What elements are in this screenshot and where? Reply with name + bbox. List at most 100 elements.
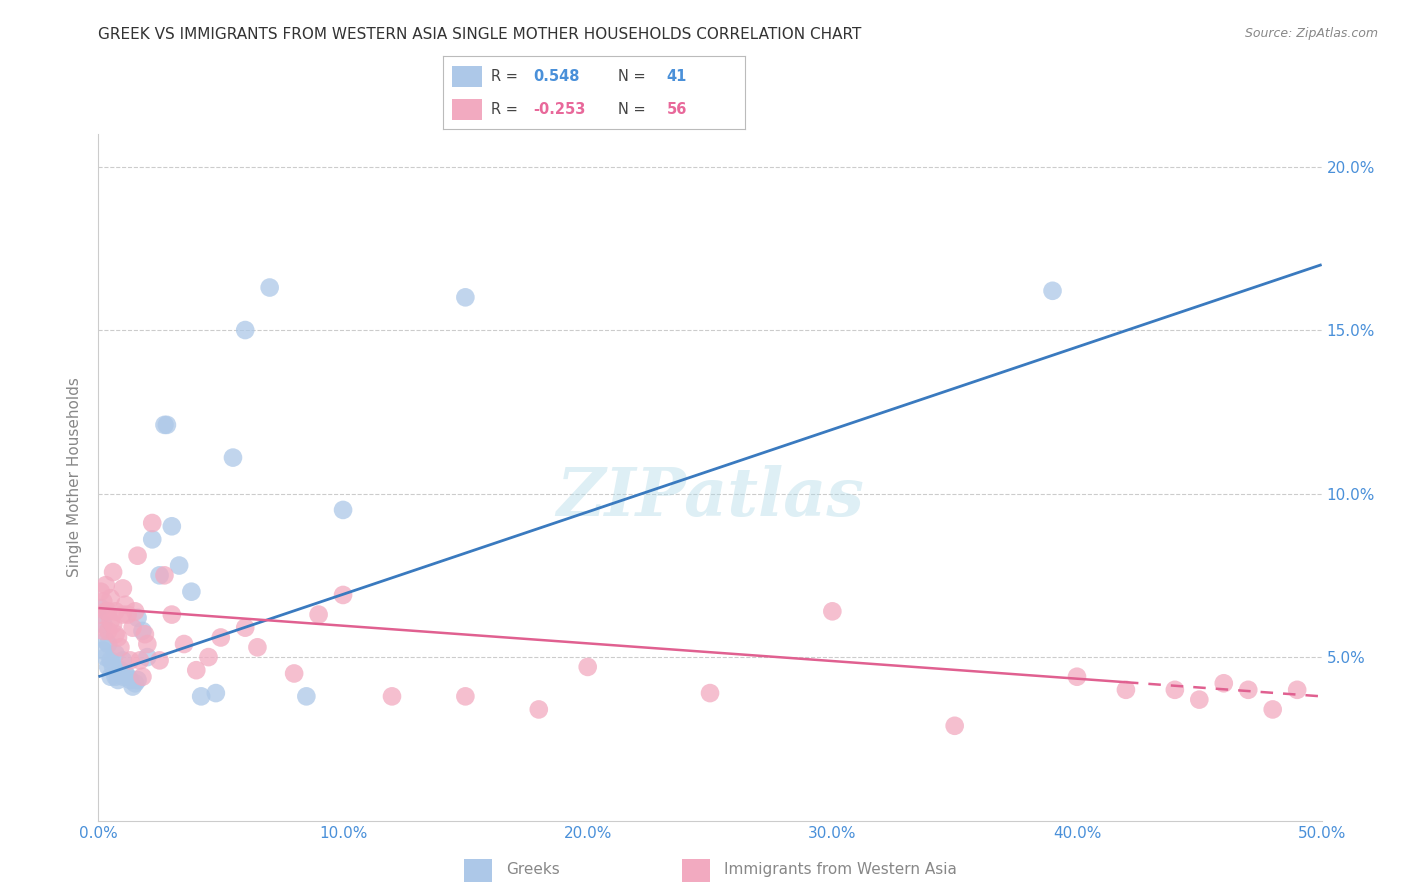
Point bbox=[111, 670, 134, 684]
Point bbox=[190, 690, 212, 704]
Point bbox=[104, 627, 127, 641]
Point bbox=[527, 702, 550, 716]
Point bbox=[1261, 702, 1284, 716]
Point bbox=[821, 604, 844, 618]
Point bbox=[295, 690, 318, 704]
Text: Greeks: Greeks bbox=[506, 863, 560, 877]
Point bbox=[110, 663, 132, 677]
Point bbox=[101, 565, 124, 579]
Point bbox=[127, 549, 149, 563]
Point bbox=[454, 690, 477, 704]
Text: Source: ZipAtlas.com: Source: ZipAtlas.com bbox=[1244, 27, 1378, 40]
Point bbox=[233, 621, 256, 635]
Point bbox=[167, 558, 190, 573]
Point bbox=[173, 637, 195, 651]
Point bbox=[180, 584, 202, 599]
Point bbox=[233, 323, 256, 337]
Point bbox=[209, 631, 232, 645]
Text: N =: N = bbox=[619, 102, 645, 117]
Point bbox=[117, 607, 139, 622]
Point bbox=[141, 533, 163, 547]
Text: R =: R = bbox=[491, 70, 519, 84]
Point bbox=[100, 653, 122, 667]
Point bbox=[111, 607, 134, 622]
Point bbox=[308, 607, 330, 622]
Point bbox=[94, 604, 117, 618]
Point bbox=[91, 624, 114, 638]
Point bbox=[104, 604, 127, 618]
Point bbox=[259, 280, 281, 294]
Point bbox=[104, 670, 127, 684]
Point bbox=[120, 653, 142, 667]
Point bbox=[104, 647, 127, 661]
Point bbox=[94, 633, 117, 648]
Point bbox=[94, 650, 117, 665]
Point bbox=[332, 588, 354, 602]
Point bbox=[101, 617, 124, 632]
Point bbox=[134, 627, 156, 641]
Point bbox=[127, 611, 149, 625]
Point bbox=[91, 594, 114, 608]
Point bbox=[124, 676, 146, 690]
Point bbox=[153, 568, 176, 582]
Y-axis label: Single Mother Households: Single Mother Households bbox=[67, 377, 83, 577]
Point bbox=[332, 503, 354, 517]
Point bbox=[111, 582, 134, 596]
Point bbox=[114, 666, 136, 681]
Point bbox=[124, 604, 146, 618]
Text: ZIPatlas: ZIPatlas bbox=[557, 466, 863, 531]
Point bbox=[160, 607, 183, 622]
Point bbox=[114, 598, 136, 612]
Text: -0.253: -0.253 bbox=[534, 102, 586, 117]
Point bbox=[1188, 692, 1211, 706]
Point bbox=[156, 417, 179, 432]
Point bbox=[117, 670, 139, 684]
Point bbox=[1237, 682, 1260, 697]
Point bbox=[131, 624, 153, 638]
Point bbox=[90, 607, 112, 622]
Point bbox=[97, 637, 120, 651]
Point bbox=[100, 614, 122, 628]
Point bbox=[100, 591, 122, 606]
Point bbox=[90, 584, 112, 599]
Point bbox=[222, 450, 245, 465]
Point bbox=[141, 516, 163, 530]
Point bbox=[197, 650, 219, 665]
Point bbox=[111, 653, 134, 667]
Point bbox=[1164, 682, 1187, 697]
Point bbox=[1212, 676, 1234, 690]
Point bbox=[110, 640, 132, 655]
Point bbox=[90, 601, 112, 615]
Text: R =: R = bbox=[491, 102, 519, 117]
Text: Immigrants from Western Asia: Immigrants from Western Asia bbox=[724, 863, 957, 877]
Point bbox=[205, 686, 228, 700]
Point bbox=[91, 617, 114, 632]
Point bbox=[121, 621, 143, 635]
Point bbox=[246, 640, 269, 655]
Point bbox=[1115, 682, 1137, 697]
Text: 0.548: 0.548 bbox=[534, 70, 581, 84]
Text: 56: 56 bbox=[666, 102, 688, 117]
Point bbox=[131, 670, 153, 684]
Text: GREEK VS IMMIGRANTS FROM WESTERN ASIA SINGLE MOTHER HOUSEHOLDS CORRELATION CHART: GREEK VS IMMIGRANTS FROM WESTERN ASIA SI… bbox=[98, 27, 862, 42]
Point bbox=[153, 417, 176, 432]
Point bbox=[136, 650, 159, 665]
Point bbox=[100, 670, 122, 684]
Point bbox=[1042, 284, 1064, 298]
Point bbox=[127, 673, 149, 687]
Point bbox=[149, 568, 172, 582]
Point bbox=[576, 660, 599, 674]
Point bbox=[97, 624, 120, 638]
Point bbox=[94, 578, 117, 592]
Point bbox=[136, 637, 159, 651]
Bar bbox=[451, 99, 482, 120]
Bar bbox=[682, 859, 710, 882]
Point bbox=[121, 680, 143, 694]
Point bbox=[160, 519, 183, 533]
Point bbox=[120, 673, 142, 687]
Bar bbox=[451, 66, 482, 87]
Point bbox=[91, 643, 114, 657]
Point bbox=[107, 673, 129, 687]
Bar bbox=[464, 859, 492, 882]
Point bbox=[149, 653, 172, 667]
